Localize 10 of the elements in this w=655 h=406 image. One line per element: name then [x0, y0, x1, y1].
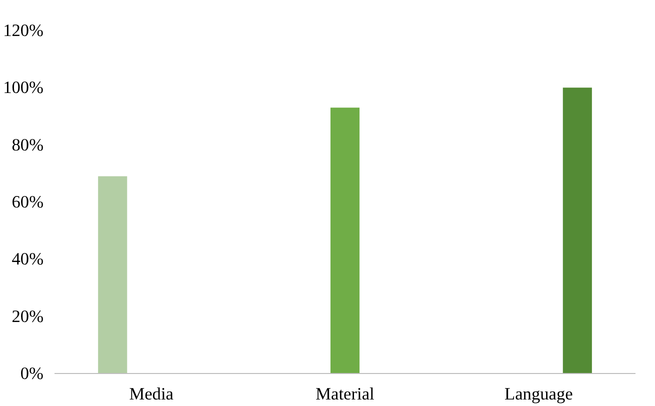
y-tick-label: 80%	[12, 135, 44, 154]
x-tick-label: Media	[129, 384, 174, 404]
y-tick-label: 40%	[12, 250, 44, 269]
y-tick-label: 100%	[3, 78, 44, 98]
y-tick-label: 120%	[3, 21, 44, 40]
x-tick-label: Language	[504, 384, 574, 404]
y-tick-label: 20%	[12, 306, 44, 326]
y-tick-label: 0%	[20, 364, 44, 383]
y-tick-label: 60%	[12, 192, 44, 212]
x-tick-label: Material	[316, 384, 375, 404]
